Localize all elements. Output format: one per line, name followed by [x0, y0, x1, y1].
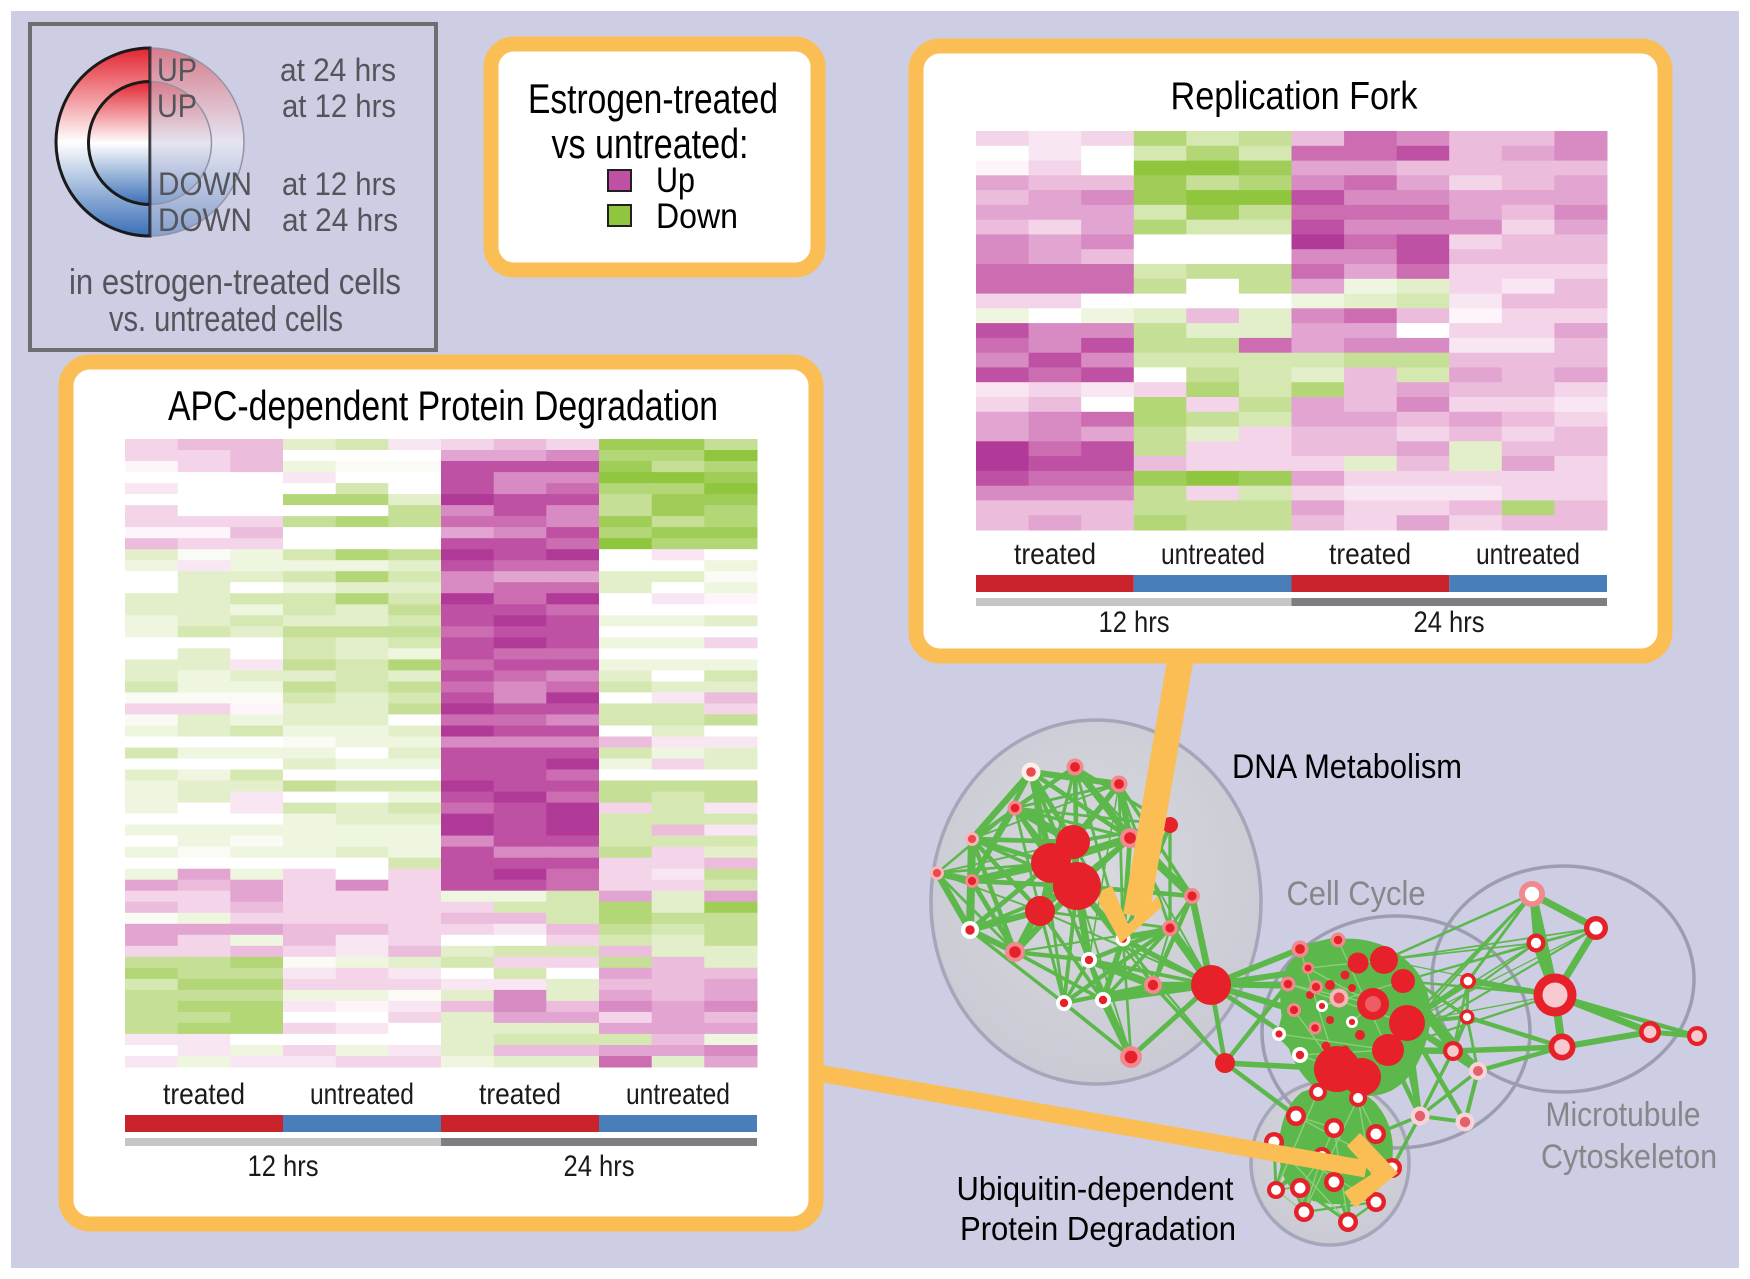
svg-text:Up: Up — [656, 161, 695, 200]
svg-text:at 12 hrs: at 12 hrs — [282, 88, 396, 124]
svg-text:12 hrs: 12 hrs — [248, 1150, 319, 1183]
svg-text:DNA Metabolism: DNA Metabolism — [1232, 748, 1462, 786]
svg-text:Protein Degradation: Protein Degradation — [960, 1210, 1236, 1247]
svg-text:DOWN: DOWN — [158, 202, 252, 238]
svg-text:24 hrs: 24 hrs — [1414, 606, 1485, 639]
svg-text:untreated: untreated — [1476, 538, 1580, 571]
svg-text:Estrogen-treated: Estrogen-treated — [528, 75, 778, 122]
svg-text:in estrogen-treated cells: in estrogen-treated cells — [69, 261, 401, 302]
svg-text:Down: Down — [656, 197, 738, 236]
svg-text:at 24 hrs: at 24 hrs — [282, 202, 398, 238]
svg-text:at 24 hrs: at 24 hrs — [280, 52, 396, 88]
svg-text:treated: treated — [163, 1078, 245, 1111]
svg-text:treated: treated — [479, 1078, 561, 1111]
svg-text:UP: UP — [157, 52, 197, 88]
svg-text:Replication Fork: Replication Fork — [1171, 75, 1418, 118]
svg-text:APC-dependent Protein Degradat: APC-dependent Protein Degradation — [168, 382, 718, 429]
svg-text:at 12 hrs: at 12 hrs — [282, 166, 396, 202]
svg-text:vs untreated:: vs untreated: — [552, 120, 749, 167]
svg-text:untreated: untreated — [1161, 538, 1265, 571]
svg-text:Ubiquitin-dependent: Ubiquitin-dependent — [957, 1170, 1234, 1207]
svg-text:treated: treated — [1329, 538, 1411, 571]
svg-text:treated: treated — [1014, 538, 1096, 571]
svg-text:24 hrs: 24 hrs — [564, 1150, 635, 1183]
svg-text:untreated: untreated — [310, 1078, 414, 1111]
svg-text:Cell Cycle: Cell Cycle — [1287, 875, 1426, 913]
svg-text:12 hrs: 12 hrs — [1099, 606, 1170, 639]
svg-text:UP: UP — [157, 88, 197, 124]
svg-text:untreated: untreated — [626, 1078, 730, 1111]
svg-text:Microtubule: Microtubule — [1546, 1096, 1701, 1134]
svg-text:Cytoskeleton: Cytoskeleton — [1541, 1138, 1717, 1176]
svg-text:DOWN: DOWN — [158, 166, 252, 202]
svg-text:vs. untreated cells: vs. untreated cells — [109, 298, 343, 339]
